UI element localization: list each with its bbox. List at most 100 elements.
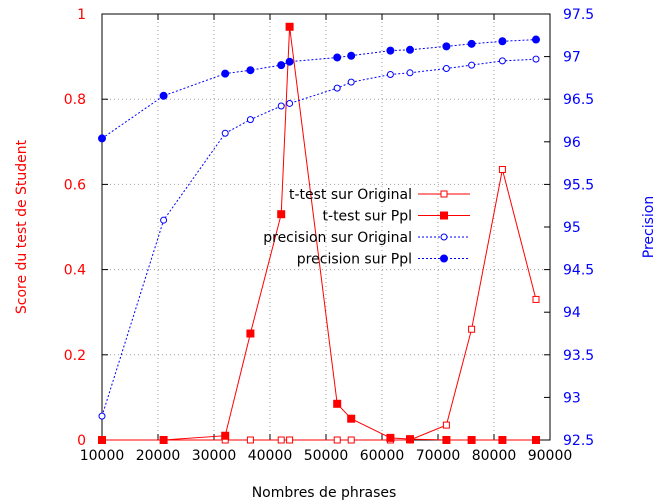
x-tick-label: 60000: [360, 448, 405, 464]
data-point: [442, 42, 451, 51]
data-point: [221, 69, 230, 78]
y-right-tick-label: 95: [563, 220, 581, 236]
data-point: [277, 436, 285, 444]
data-point: [347, 414, 356, 423]
data-point: [406, 435, 414, 444]
data-point: [98, 412, 106, 420]
data-point: [98, 134, 106, 143]
legend-label: t-test sur Ppl: [323, 209, 412, 225]
x-axis: 10000 20000 30000 40000 50000 60000 70000 80000…: [80, 14, 573, 464]
y-right-tick-label: 95.5: [563, 177, 594, 193]
data-point: [285, 22, 294, 31]
y-left-tick-label: 0.6: [64, 177, 86, 193]
data-point: [442, 421, 450, 429]
series-line: [101, 39, 537, 139]
y-axis-right: 92.5 93 93.5 94 94.5 95 95.5 96 96.5 97 97.5: [544, 7, 594, 449]
y-axis-left: 0 0.2 0.4 0.6 0.8 1: [64, 7, 108, 449]
data-point: [246, 436, 254, 444]
x-tick-label: 40000: [248, 448, 293, 464]
y-left-tick-label: 0.4: [64, 263, 86, 279]
series-3: [98, 55, 540, 420]
data-point: [221, 431, 230, 440]
x-tick-label: 80000: [472, 448, 517, 464]
x-tick-label: 90000: [528, 448, 573, 464]
y-right-tick-label: 92.5: [563, 433, 594, 449]
x-axis-label: Nombres de phrases: [252, 485, 397, 501]
y-right-tick-label: 94: [563, 305, 581, 321]
data-point: [498, 436, 507, 444]
data-point: [333, 399, 342, 408]
y-right-tick-label: 97: [563, 50, 581, 66]
data-point: [347, 51, 356, 60]
data-point: [468, 325, 476, 333]
y-right-tick-label: 96.5: [563, 92, 594, 108]
data-point: [406, 45, 414, 54]
data-point: [221, 129, 229, 137]
legend-marker: [440, 211, 448, 220]
x-tick-label: 10000: [80, 448, 125, 464]
data-point: [98, 436, 106, 444]
data-point: [532, 436, 540, 444]
series-line: [101, 58, 537, 417]
data-point: [386, 46, 395, 55]
x-tick-label: 20000: [136, 448, 181, 464]
x-tick-label: 70000: [416, 448, 461, 464]
data-point: [406, 69, 414, 77]
y-left-tick-label: 0.2: [64, 348, 86, 364]
y-axis-right-label: Precision: [641, 196, 657, 258]
y-right-tick-label: 96: [563, 135, 581, 151]
data-point: [333, 84, 341, 92]
data-point: [498, 165, 506, 173]
data-point: [442, 436, 451, 444]
series-line: [102, 26, 536, 441]
y-left-tick-label: 0.8: [64, 92, 86, 108]
data-point: [246, 66, 255, 75]
data-point: [467, 39, 476, 48]
data-point: [386, 70, 394, 78]
legend-label: precision sur Original: [263, 230, 412, 246]
data-point: [285, 57, 294, 66]
series-line: [102, 169, 537, 441]
data-point: [277, 210, 286, 219]
data-point: [467, 436, 476, 444]
legend-marker: [440, 254, 448, 263]
series-group: [98, 22, 540, 444]
y-left-tick-label: 0: [77, 433, 86, 449]
data-point: [442, 65, 450, 73]
legend: t-test sur Original t-test sur Ppl precisi…: [263, 187, 470, 268]
data-point: [532, 55, 540, 63]
series-4: [98, 35, 540, 143]
data-point: [498, 37, 507, 46]
y-right-tick-label: 97.5: [563, 7, 594, 23]
data-point: [286, 436, 294, 444]
x-tick-label: 30000: [192, 448, 237, 464]
data-point: [159, 91, 168, 100]
data-point: [347, 78, 355, 86]
x-tick-label: 50000: [304, 448, 349, 464]
data-point: [159, 436, 168, 444]
legend-label: t-test sur Original: [289, 187, 412, 203]
legend-marker: [440, 190, 448, 198]
data-point: [333, 436, 341, 444]
data-point: [532, 35, 540, 44]
y-right-tick-label: 94.5: [563, 263, 594, 279]
legend-marker: [440, 233, 448, 241]
data-point: [468, 61, 476, 69]
y-right-tick-label: 93: [563, 390, 581, 406]
series-2: [98, 22, 540, 444]
data-point: [498, 57, 506, 65]
data-point: [333, 53, 342, 62]
data-point: [347, 436, 355, 444]
legend-label: precision sur Ppl: [297, 252, 412, 268]
data-point: [160, 216, 168, 224]
data-point: [277, 61, 286, 70]
data-point: [286, 99, 294, 107]
data-point: [277, 102, 285, 110]
data-point: [246, 329, 255, 338]
data-point: [532, 295, 540, 303]
y-right-tick-label: 93.5: [563, 348, 594, 364]
grid: [102, 14, 550, 440]
data-point: [246, 116, 254, 124]
series-1: [98, 165, 540, 444]
